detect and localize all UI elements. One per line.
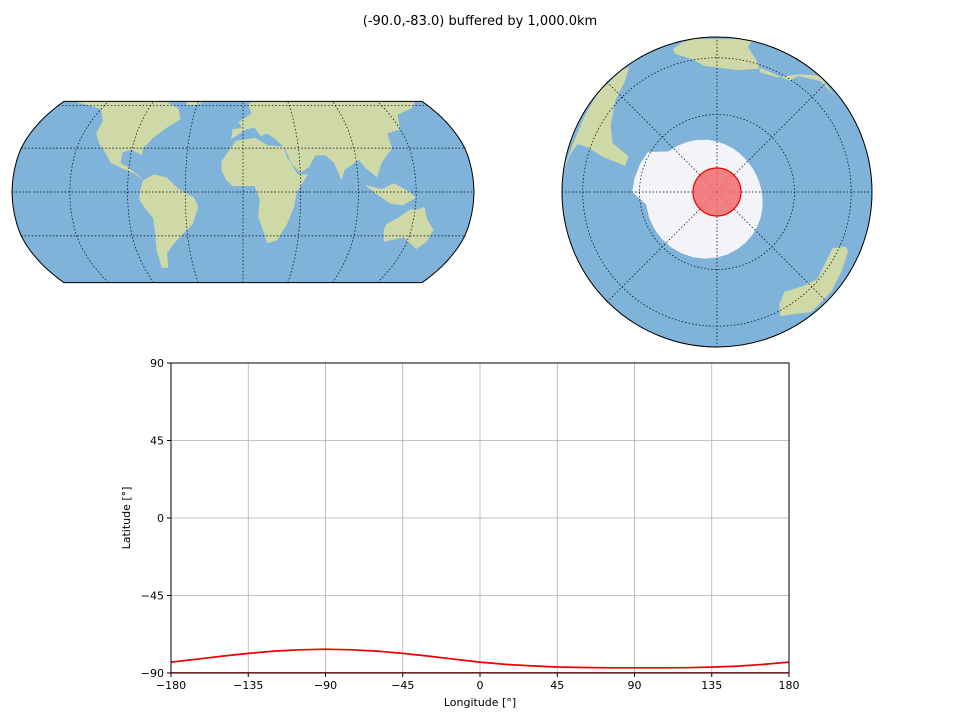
landmass-north-america [77, 101, 181, 181]
y-axis-ticks: −90 −45 0 45 90 [141, 357, 171, 680]
landmass-africa [221, 137, 308, 244]
graticule [562, 37, 872, 347]
x-tick-label: −180 [156, 679, 186, 692]
landmass-south-america [564, 67, 630, 168]
y-tick-label: −90 [141, 667, 164, 680]
y-tick-label: 90 [150, 357, 164, 370]
latlon-plot: −180 −135 −90 −45 0 45 90 135 180 −90 −45 0 45 90 Lo… [120, 357, 800, 709]
y-tick-label: −45 [141, 590, 164, 603]
meridian [184, 101, 199, 283]
y-tick-label: 0 [157, 512, 164, 525]
landmass-africa [673, 38, 835, 97]
plot-grid [170, 362, 790, 674]
map-outline [11, 100, 475, 284]
land-masses [69, 101, 434, 310]
south-polar-orthographic-map [561, 36, 873, 348]
x-tick-label: 180 [779, 679, 800, 692]
plot-lines [171, 648, 789, 673]
meridian [716, 191, 827, 302]
buffer-polygon [108, 299, 378, 310]
x-tick-label: 90 [628, 679, 642, 692]
landmass-south-america [139, 174, 199, 268]
meridian [607, 82, 718, 193]
landmass-borneo-indonesia [364, 183, 417, 206]
figure-title: (-90.0,-83.0) buffered by 1,000.0km [363, 14, 597, 29]
landmass-eurasia [231, 101, 417, 181]
meridian [69, 101, 109, 283]
x-tick-label: −45 [391, 679, 414, 692]
landmass-antarctica [69, 283, 416, 310]
x-axis-label: Longitude [°] [444, 696, 516, 709]
x-tick-label: 45 [550, 679, 564, 692]
meridian [377, 101, 417, 283]
buffer-polygon [692, 167, 742, 217]
y-tick-label: 45 [150, 435, 164, 448]
landmass-australia [383, 206, 434, 249]
meridian [716, 82, 827, 193]
x-tick-label: 135 [701, 679, 722, 692]
map-outline [561, 36, 873, 348]
x-tick-label: 0 [477, 679, 484, 692]
x-axis-ticks: −180 −135 −90 −45 0 45 90 135 180 [156, 673, 800, 692]
meridian [287, 101, 302, 283]
x-tick-label: −90 [314, 679, 337, 692]
buffer-boundary-line-0 [171, 648, 789, 669]
y-axis-label: Latitude [°] [120, 487, 133, 550]
meridian [607, 191, 718, 302]
global-robinson-map [11, 100, 475, 310]
ocean [12, 101, 474, 283]
x-tick-label: −135 [233, 679, 263, 692]
landmass-australia [779, 246, 849, 317]
